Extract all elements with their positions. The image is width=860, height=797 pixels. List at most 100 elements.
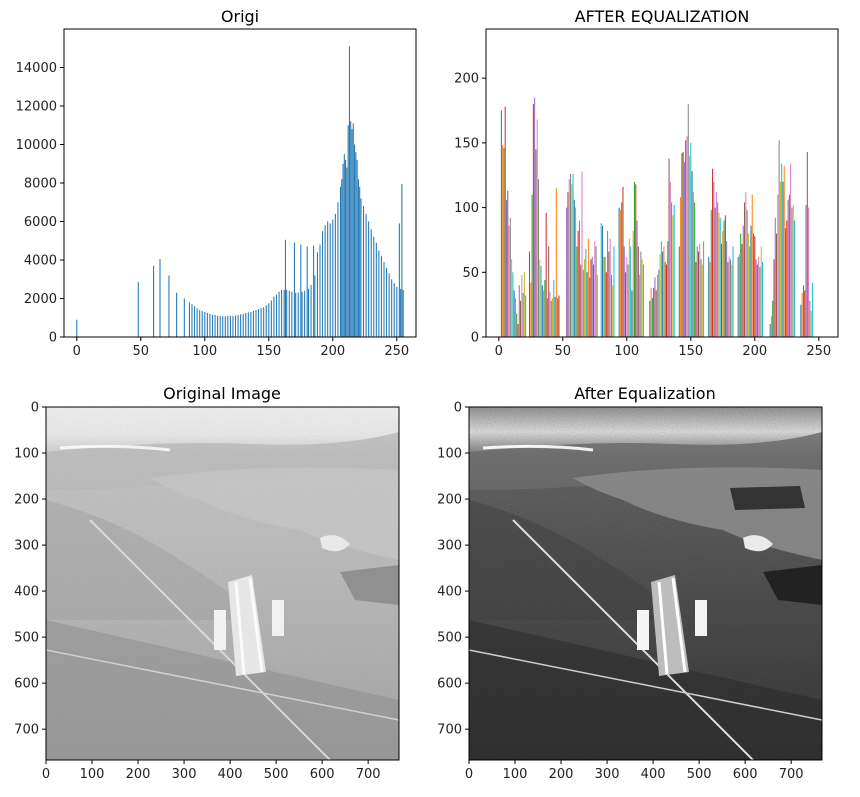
histogram-bar bbox=[664, 261, 666, 337]
x-tick-label: 150 bbox=[256, 344, 281, 359]
histogram-bar bbox=[513, 290, 515, 337]
histogram-bar bbox=[742, 225, 744, 337]
y-tick-label: 100 bbox=[14, 447, 39, 462]
histogram-bar bbox=[522, 293, 524, 337]
histogram-bar bbox=[206, 312, 208, 337]
histogram-bar bbox=[534, 97, 536, 338]
original-aerial-photo bbox=[46, 407, 399, 760]
histogram-bar bbox=[348, 46, 350, 337]
histogram-bar bbox=[378, 250, 380, 337]
y-tick-label: 700 bbox=[437, 723, 462, 738]
y-tick-label: 500 bbox=[437, 631, 462, 646]
histogram-bar bbox=[585, 249, 587, 337]
x-tick-label: 0 bbox=[42, 767, 50, 782]
histogram-bar bbox=[591, 256, 593, 337]
histogram-bar bbox=[245, 312, 247, 337]
histogram-bar bbox=[508, 225, 510, 337]
y-tick-label: 400 bbox=[437, 585, 462, 600]
x-tick-label: 600 bbox=[733, 767, 758, 782]
y-tick-label: 100 bbox=[437, 447, 462, 462]
original-image-axes: 0 100 200 300 400 500 600 700 0 100 200 300 400 500 60… bbox=[14, 401, 380, 783]
histogram-bar bbox=[633, 181, 635, 337]
histogram-bar bbox=[659, 254, 661, 337]
histogram-bar bbox=[630, 246, 632, 337]
histogram-bar bbox=[398, 223, 400, 337]
histogram-bar bbox=[641, 259, 643, 337]
equalized-image-panel: After Equalization 0 100 200 300 400 500 600 70… bbox=[437, 384, 823, 783]
histogram-bar bbox=[572, 173, 574, 337]
histogram-bar bbox=[227, 315, 229, 337]
histogram-bar bbox=[393, 283, 395, 337]
histogram-bar bbox=[728, 256, 730, 337]
histogram-bar bbox=[224, 316, 226, 337]
histogram-bar bbox=[334, 213, 336, 337]
histogram-bar bbox=[697, 251, 699, 337]
histogram-bar bbox=[792, 205, 794, 337]
histogram-bar bbox=[710, 210, 712, 337]
histogram-bar bbox=[355, 152, 357, 337]
histogram-bar bbox=[589, 277, 591, 337]
equalized-aerial-photo bbox=[469, 407, 822, 760]
histogram-bar bbox=[600, 223, 602, 337]
y-tick-label: 150 bbox=[454, 136, 479, 151]
histogram-bar bbox=[681, 153, 683, 337]
equalized-image-axes: 0 100 200 300 400 500 600 700 0 100 200 300 400 500 60… bbox=[437, 401, 803, 783]
histogram-bar bbox=[741, 243, 743, 337]
histogram-bar bbox=[196, 308, 198, 337]
histogram-bar bbox=[719, 217, 721, 337]
histogram-bar bbox=[811, 282, 813, 337]
x-tick-label: 400 bbox=[641, 767, 666, 782]
histogram-bar bbox=[800, 304, 802, 337]
x-tick-label: 200 bbox=[742, 344, 767, 359]
histogram-bar bbox=[176, 292, 178, 337]
histogram-bar bbox=[612, 285, 614, 337]
histogram-bar bbox=[785, 228, 787, 337]
equalized-runways bbox=[637, 575, 707, 676]
histogram-bar bbox=[306, 246, 308, 337]
histogram-bar bbox=[714, 207, 716, 337]
histogram-bar bbox=[650, 287, 652, 337]
histogram-bar bbox=[544, 280, 546, 337]
histogram-bar bbox=[247, 312, 249, 337]
histogram-bar bbox=[727, 261, 729, 337]
histogram-bar bbox=[637, 246, 639, 337]
histogram-bar bbox=[536, 119, 538, 338]
y-tick-label: 8000 bbox=[24, 177, 57, 192]
histogram-bar bbox=[137, 282, 139, 337]
histogram-bar bbox=[240, 314, 242, 337]
histogram-bar bbox=[689, 155, 691, 337]
histogram-bar bbox=[809, 300, 811, 337]
x-tick-label: 200 bbox=[320, 344, 345, 359]
histogram-bar bbox=[346, 167, 348, 337]
histogram-bar bbox=[219, 315, 221, 337]
histogram-bar bbox=[805, 205, 807, 337]
x-tick-label: 250 bbox=[806, 344, 831, 359]
histogram-bar bbox=[682, 151, 684, 337]
histogram-bar bbox=[608, 251, 610, 337]
histogram-bar bbox=[283, 289, 285, 337]
x-tick-label: 600 bbox=[310, 767, 335, 782]
histogram-bar bbox=[655, 290, 657, 337]
histogram-bar bbox=[232, 315, 234, 337]
histogram-bar bbox=[214, 314, 216, 337]
histogram-bar bbox=[601, 225, 603, 337]
histogram-bar bbox=[773, 259, 775, 337]
histogram-bar bbox=[758, 256, 760, 337]
histogram-bar bbox=[665, 264, 667, 337]
histogram-bar bbox=[265, 305, 267, 337]
x-tick-label: 0 bbox=[495, 344, 503, 359]
histogram-bar bbox=[242, 313, 244, 337]
histogram-original-title: Origi bbox=[221, 7, 259, 26]
histogram-bar bbox=[168, 275, 170, 337]
histogram-bar bbox=[386, 267, 388, 337]
histogram-bar bbox=[250, 311, 252, 337]
histogram-bar bbox=[293, 242, 295, 337]
histogram-bar bbox=[623, 246, 625, 337]
histogram-bar bbox=[314, 275, 316, 337]
histogram-bar bbox=[651, 298, 653, 337]
histogram-bar bbox=[731, 264, 733, 337]
histogram-bar bbox=[683, 162, 685, 337]
histogram-bar bbox=[505, 199, 507, 337]
histogram-bar bbox=[521, 274, 523, 337]
